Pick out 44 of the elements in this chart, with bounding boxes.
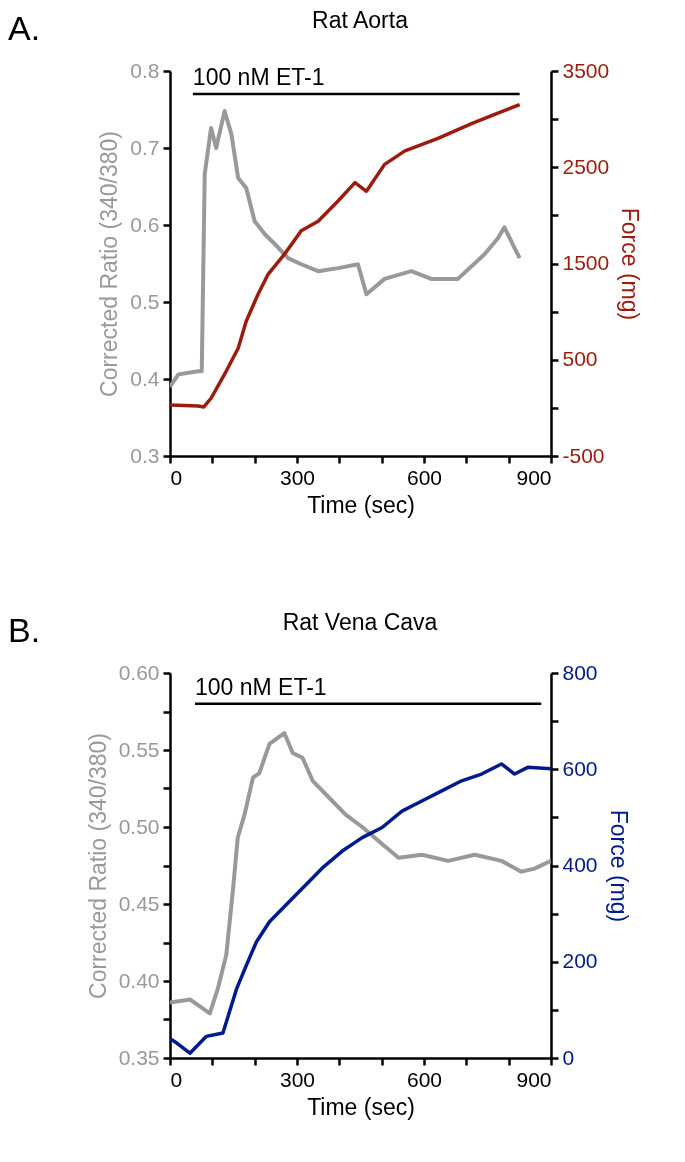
annotation: 100 nM ET-1 (192, 64, 325, 91)
x-tick-label: 300 (279, 1067, 316, 1091)
line-series (170, 731, 551, 1016)
text: B. (8, 611, 41, 649)
x-tick-label: 600 (406, 1067, 443, 1091)
x-axis-title: Time (sec) (307, 491, 415, 518)
annotation: 100 nM ET-1 (194, 673, 327, 700)
x-tick-label: 300 (279, 465, 316, 489)
y-tick-label: 0.8 (130, 58, 160, 82)
y2-axis-title: Force (mg) (617, 207, 644, 321)
y-tick-label: 0.60 (118, 660, 160, 684)
y-axis-title: Corrected Ratio (340/380) (96, 131, 123, 397)
y2-tick-label: 3500 (562, 58, 610, 82)
y2-axis-title: Force (mg) (605, 809, 632, 923)
x-tick-label: 0 (170, 465, 183, 489)
y-tick-label: 0.5 (130, 289, 160, 313)
x-tick-label: 900 (516, 465, 552, 489)
y-tick-label: 0.55 (118, 737, 160, 761)
x-axis-title: Time (sec) (307, 1093, 415, 1120)
y2-tick-label: 800 (562, 660, 598, 684)
y2-tick-label: 200 (562, 949, 598, 973)
y-tick-label: 0.50 (118, 814, 160, 838)
y2-tick-label: 2500 (562, 154, 610, 178)
text: A. (8, 9, 41, 47)
x-tick-label: 0 (170, 1067, 183, 1091)
chart-title: Rat Vena Cava (282, 609, 438, 635)
y-tick-label: 0.4 (130, 366, 160, 390)
y-tick-label: 0.6 (130, 212, 160, 236)
chart-title: Rat Aorta (312, 7, 409, 33)
line-series (170, 762, 551, 1055)
y2-tick-label: 1500 (562, 251, 610, 274)
y-tick-label: 0.40 (118, 968, 160, 992)
x-tick-label: 600 (406, 465, 443, 489)
y2-tick-label: -500 (562, 443, 605, 467)
y2-tick-label: 600 (562, 756, 598, 780)
y-axis-title: Corrected Ratio (340/380) (84, 733, 111, 999)
y2-tick-label: 500 (562, 347, 598, 371)
y-tick-label: 0.45 (118, 891, 160, 915)
y2-tick-label: 0 (562, 1045, 575, 1069)
y-tick-label: 0.3 (130, 443, 160, 467)
y-tick-label: 0.35 (118, 1045, 160, 1069)
x-tick-label: 900 (516, 1067, 552, 1091)
y2-tick-label: 400 (562, 853, 598, 876)
y-tick-label: 0.7 (130, 135, 160, 159)
